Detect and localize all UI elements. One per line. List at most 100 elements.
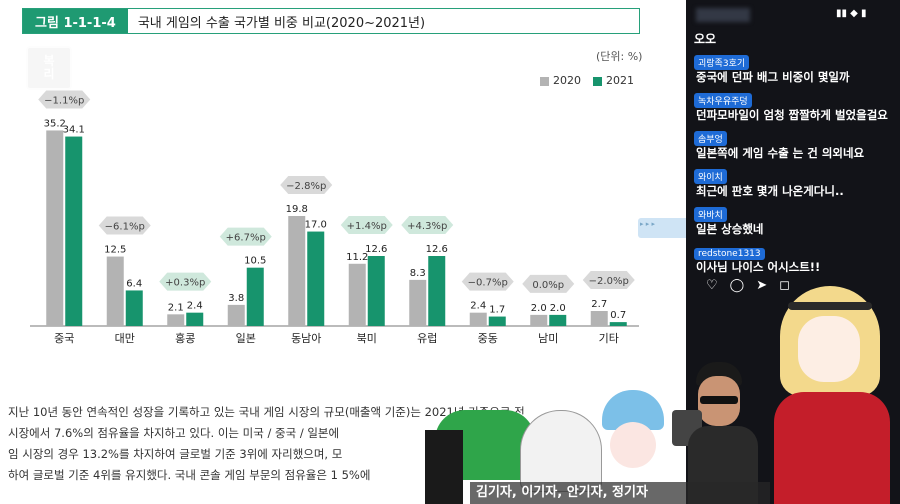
bar-2020-1 — [106, 256, 124, 326]
bar-2021-5 — [367, 256, 385, 326]
change-badge-8 — [522, 274, 575, 293]
chat-username-badge[interactable]: 괴랑족3호기 — [694, 55, 750, 70]
change-badge-4 — [280, 176, 333, 194]
chat-message-text: 일본쪽에 게임 수출 는 건 의외네요 — [696, 146, 865, 160]
black-device-shape — [425, 430, 463, 504]
chat-message: redstone1313 이사님 나이스 어시스트!! — [694, 241, 890, 275]
avatar-sketch-head — [520, 410, 602, 492]
chat-message-text: 던파모바일이 엄청 짭짤하게 벌었을걸요 — [696, 108, 888, 122]
chat-username-badge[interactable]: 솜부엉 — [694, 131, 727, 146]
chat-username-badge[interactable]: 녹차우유주덩 — [694, 93, 752, 108]
unit-label: (단위: %) — [596, 50, 643, 63]
bar-2021-6 — [428, 256, 446, 326]
change-badge-7 — [461, 272, 514, 291]
bar-2020-5 — [348, 263, 366, 326]
watermark-logo: 복 리 — [26, 46, 72, 90]
watermark-line-2: 리 — [43, 67, 55, 81]
bar-2021-9 — [609, 322, 627, 326]
bar-chart: 35.234.1중국−1.1%p12.56.4대만−6.1%p2.1 2.4홍콩+… — [30, 90, 639, 345]
paragraph-line-1: 지난 10년 동안 연속적인 성장을 기록하고 있는 국내 게임 시장의 규모(… — [8, 405, 525, 419]
legend-label-2021: 2021 — [606, 74, 634, 87]
data-label-2020-3: 3.8 — [228, 293, 244, 304]
face-shape — [610, 422, 656, 468]
data-label-2020-7: 2.4 — [470, 301, 486, 312]
data-label-2021-9: 0.7 — [610, 310, 626, 321]
change-label-7: −0.7%p — [468, 278, 508, 289]
change-label-1: −6.1%p — [105, 222, 145, 233]
chat-message: 녹차우유주덩 던파모바일이 엄청 짭짤하게 벌었을걸요 — [694, 89, 890, 123]
data-label-2021-0: 34.1 — [63, 125, 85, 136]
chat-message-text: 일본 상승했네 — [696, 222, 764, 236]
paragraph-line-3: 임 시장의 경우 13.2%를 차지하여 글로벌 기준 3위에 자리했으며, 모 — [8, 447, 343, 461]
avatar-blonde-santa-girl — [758, 282, 900, 504]
chat-message: 솜부엉 일본쪽에 게임 수출 는 건 의외네요 — [694, 127, 890, 161]
data-label-2020-9: 2.7 — [591, 299, 607, 310]
chat-username-badge[interactable]: redstone1313 — [694, 248, 765, 260]
x-tick-label-9: 기타 — [599, 332, 619, 345]
figure-header: 그림 1-1-1-4 국내 게임의 수출 국가별 비중 비교(2020~2021… — [22, 8, 640, 34]
chat-line-top: 오오 — [694, 32, 717, 46]
avatar-green-figure — [395, 410, 535, 504]
legend-item-2021: 2021 — [593, 74, 634, 87]
sunglasses-icon — [700, 396, 738, 404]
change-badge-3 — [219, 227, 272, 246]
legend-swatch-2021 — [593, 76, 602, 86]
x-tick-label-5: 북미 — [357, 332, 377, 345]
bar-2020-3 — [227, 304, 245, 326]
headband-shape — [788, 302, 872, 310]
change-label-8: 0.0%p — [532, 280, 564, 291]
heart-icon[interactable]: ♡ — [706, 278, 718, 293]
paragraph-line-2: 시장에서 7.6%의 점유율을 차지하고 있다. 이는 미국 / 중국 / 일본… — [8, 426, 340, 440]
blurred-channel-name — [696, 8, 750, 22]
bar-2020-7 — [469, 312, 487, 326]
data-label-2020-2: 2.1 — [168, 302, 184, 313]
bar-2021-1 — [125, 290, 143, 326]
x-tick-label-3: 일본 — [236, 331, 256, 345]
chat-message: 와바치 일본 상승했네 — [694, 203, 890, 237]
bar-2021-7 — [488, 316, 506, 326]
change-label-9: −2.0%p — [589, 276, 629, 287]
change-badge-5 — [340, 216, 393, 234]
chat-message-text: 중국에 던파 배그 비중이 몇일까 — [696, 70, 850, 84]
chat-message: 와이치 최근에 판호 몇개 나온게다니.. — [694, 165, 890, 199]
chat-message-text: 이사님 나이스 어시스트!! — [696, 260, 821, 274]
change-badge-0 — [38, 90, 91, 109]
change-label-5: +1.4%p — [347, 221, 387, 232]
chat-message-text: 최근에 판호 몇개 나온게다니.. — [696, 184, 844, 198]
data-label-2020-5: 11.2 — [346, 252, 368, 263]
body-paragraph: 지난 10년 동안 연속적인 성장을 기록하고 있는 국내 게임 시장의 규모(… — [8, 402, 648, 486]
data-label-2021-4: 17.0 — [305, 220, 327, 231]
data-label-2021-6: 12.6 — [426, 244, 448, 255]
chat-username-badge[interactable]: 와바치 — [694, 207, 727, 222]
face-shape — [798, 316, 860, 382]
bookmark-icon[interactable]: ◻ — [779, 278, 790, 293]
x-tick-label-7: 중동 — [478, 332, 498, 345]
red-outfit-shape — [774, 392, 890, 504]
phone-status-bar: ▮▮ ◆ ▮ — [836, 8, 867, 19]
bar-2021-0 — [65, 136, 83, 326]
bar-2021-2 — [186, 312, 204, 326]
bar-2020-8 — [530, 314, 548, 326]
change-label-0: −1.1%p — [44, 95, 84, 106]
change-label-3: +6.7%p — [226, 233, 266, 244]
x-tick-label-1: 대만 — [115, 332, 135, 345]
chat-username-badge[interactable]: 와이치 — [694, 169, 727, 184]
figure-title: 국내 게임의 수출 국가별 비중 비교(2020~2021년) — [137, 15, 426, 31]
change-badge-9 — [582, 271, 635, 289]
paragraph-line-4: 하여 글로벌 기준 4위를 유지했다. 국내 콘솔 게임 부문의 점유율은 1 … — [8, 468, 371, 482]
change-label-6: +4.3%p — [407, 221, 447, 232]
data-label-2021-1: 6.4 — [126, 278, 142, 289]
data-label-2020-8: 2.0 — [531, 303, 547, 314]
chat-list: 오오 괴랑족3호기 중국에 던파 배그 비중이 몇일까 녹차우유주덩 던파모바일… — [694, 30, 890, 279]
x-tick-label-6: 유럽 — [417, 331, 437, 345]
share-icon[interactable]: ➤ — [756, 278, 768, 293]
change-badge-6 — [401, 216, 454, 234]
change-label-4: −2.8%p — [286, 181, 326, 192]
streamer-caption: 김기자, 이기자, 안기자, 정기자 — [470, 482, 770, 504]
legend-label-2020: 2020 — [553, 74, 581, 87]
comment-icon[interactable]: ◯ — [729, 278, 745, 293]
bar-2020-4 — [288, 216, 306, 326]
bar-2020-6 — [409, 279, 427, 326]
legend-item-2020: 2020 — [540, 74, 581, 87]
chart-legend: 2020 2021 — [540, 74, 634, 87]
